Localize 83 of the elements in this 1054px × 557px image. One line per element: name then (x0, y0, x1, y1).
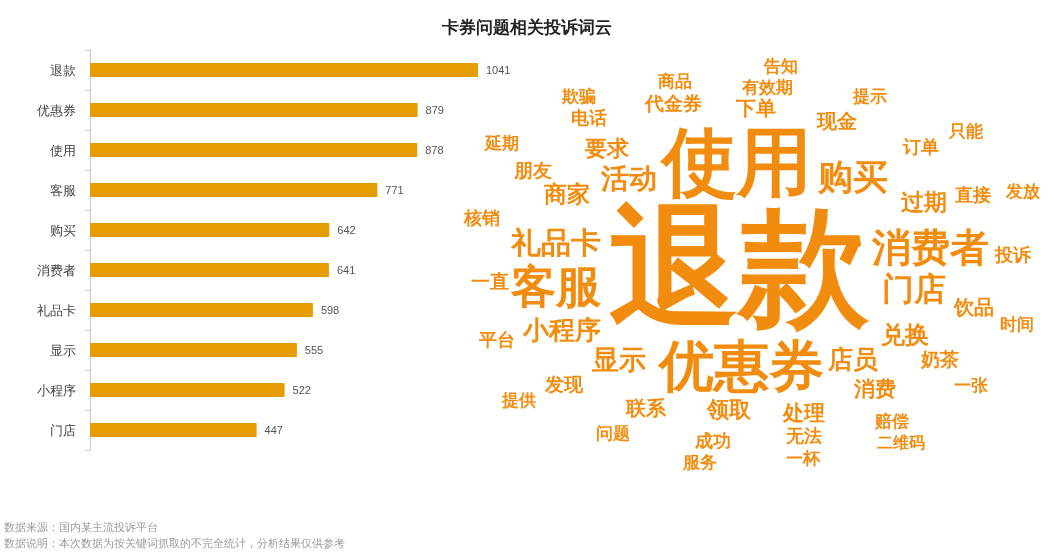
category-label: 要求 (584, 136, 629, 162)
category-label: 兑换 (881, 321, 930, 350)
category-label: 成功 (695, 430, 732, 452)
category-label: 核销 (463, 207, 500, 229)
category-label: 消费 (853, 377, 896, 402)
category-label: 商品 (657, 70, 692, 91)
category-label: 投诉 (994, 244, 1031, 266)
category-label: 小程序 (522, 314, 601, 345)
category-label: 有效期 (742, 76, 794, 97)
text: 卡券问题相关投诉词云 (441, 16, 613, 39)
category-label: 赔偿 (875, 410, 910, 431)
bar (90, 423, 257, 437)
bar (90, 223, 330, 237)
y-tick-label: 客服 (50, 182, 76, 198)
category-label: 活动 (601, 161, 657, 195)
data-label: 555 (304, 344, 324, 356)
category-label: 过期 (901, 189, 948, 216)
data-label: 879 (425, 104, 444, 116)
y-tick-label: 使用 (50, 142, 76, 158)
bar (90, 263, 329, 277)
bar (90, 63, 478, 77)
category-label: 客服 (510, 259, 601, 313)
data-label: 522 (292, 384, 311, 396)
bar (90, 303, 313, 317)
data-label: 641 (336, 264, 356, 276)
category-label: 服务 (683, 451, 718, 472)
bar (90, 103, 418, 117)
y-tick-label: 门店 (50, 422, 76, 438)
y-tick-label: 显示 (50, 342, 76, 358)
category-label: 代金券 (645, 91, 703, 114)
category-label: 消费者 (871, 225, 989, 271)
category-label: 商家 (543, 181, 590, 208)
data-label: 878 (425, 144, 444, 156)
category-label: 一张 (954, 374, 989, 395)
category-label: 礼品卡 (511, 225, 602, 261)
y-tick-label: 购买 (50, 222, 76, 238)
data-label: 598 (320, 304, 340, 316)
category-label: 延期 (484, 133, 519, 154)
category-label: 二维码 (877, 432, 926, 452)
category-label: 优惠券 (659, 334, 825, 399)
data-label: 771 (385, 184, 404, 196)
category-label: 处理 (782, 401, 825, 426)
category-label: 门店 (882, 269, 947, 308)
category-label: 一杯 (785, 448, 820, 469)
category-label: 发现 (545, 373, 584, 396)
category-label: 订单 (903, 135, 940, 157)
category-label: 提示 (853, 85, 888, 106)
category-label: 直接 (954, 184, 991, 206)
category-label: 平台 (478, 328, 515, 350)
category-label: 一直 (470, 270, 509, 293)
y-tick-label: 礼品卡 (37, 302, 76, 318)
category-label: 显示 (591, 343, 646, 375)
data-label: 447 (264, 424, 283, 436)
bar (90, 143, 418, 157)
category-label: 提供 (502, 389, 537, 410)
y-tick-label: 小程序 (37, 382, 76, 398)
category-label: 只能 (949, 120, 984, 141)
category-label: 领取 (706, 396, 751, 422)
category-label: 店员 (827, 345, 878, 375)
data-label: 1041 (486, 64, 511, 76)
category-label: 朋友 (513, 159, 552, 182)
category-label: 联系 (625, 396, 666, 421)
category-label: 告知 (764, 56, 799, 77)
data-label: 642 (337, 224, 356, 236)
source-note: 数据来源：国内某主流投诉平台 (4, 520, 159, 536)
text: 数据说明：本次数据为按关键词抓取的不完全统计，分析结果仅供参考 (4, 536, 345, 552)
category-label: 下单 (736, 96, 777, 121)
category-label: 无法 (786, 425, 823, 447)
category-label: 电话 (570, 107, 607, 129)
bar (90, 183, 378, 197)
category-label: 欺骗 (561, 86, 596, 107)
category-label: 奶茶 (920, 347, 959, 370)
category-label: 时间 (1000, 314, 1035, 335)
bar (90, 383, 285, 397)
category-label: 发放 (1006, 180, 1041, 201)
y-tick-label: 优惠券 (37, 102, 76, 118)
category-label: 购买 (817, 157, 888, 198)
y-tick-label: 消费者 (37, 262, 76, 278)
category-label: 现金 (817, 109, 858, 134)
y-tick-label: 退款 (50, 62, 76, 78)
bar (90, 343, 297, 357)
category-label: 饮品 (954, 295, 995, 320)
category-label: 问题 (596, 423, 631, 444)
